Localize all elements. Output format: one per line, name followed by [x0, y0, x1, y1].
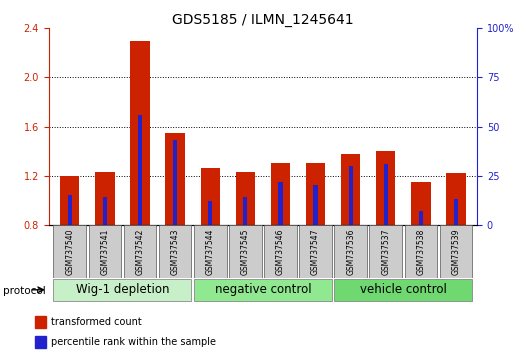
Text: transformed count: transformed count — [51, 317, 142, 327]
Bar — [138, 115, 142, 225]
Text: GSM737546: GSM737546 — [276, 228, 285, 275]
Bar — [334, 225, 367, 278]
Text: GSM737538: GSM737538 — [417, 228, 425, 275]
Bar — [271, 164, 290, 225]
Bar — [130, 41, 150, 225]
Bar — [349, 166, 353, 225]
Bar — [411, 182, 430, 225]
Bar — [68, 195, 72, 225]
Text: GSM737543: GSM737543 — [171, 228, 180, 275]
Bar — [334, 279, 472, 302]
Text: GSM737547: GSM737547 — [311, 228, 320, 275]
Bar — [405, 225, 437, 278]
Bar — [103, 197, 107, 225]
Bar — [173, 140, 177, 225]
Bar — [454, 199, 458, 225]
Bar — [124, 225, 156, 278]
Text: vehicle control: vehicle control — [360, 283, 447, 296]
Bar — [194, 279, 332, 302]
Bar — [279, 182, 283, 225]
Text: GSM737545: GSM737545 — [241, 228, 250, 275]
Bar — [53, 225, 86, 278]
Bar — [306, 164, 325, 225]
Bar — [235, 172, 255, 225]
Bar — [166, 133, 185, 225]
Bar — [313, 185, 318, 225]
Text: GSM737537: GSM737537 — [381, 228, 390, 275]
Bar — [419, 211, 423, 225]
Text: GSM737536: GSM737536 — [346, 228, 355, 275]
Text: GSM737542: GSM737542 — [135, 228, 145, 275]
Bar — [201, 168, 220, 225]
Bar — [159, 225, 191, 278]
Text: GSM737540: GSM737540 — [65, 228, 74, 275]
Text: Wig-1 depletion: Wig-1 depletion — [76, 283, 169, 296]
Text: negative control: negative control — [214, 283, 311, 296]
Bar — [243, 197, 247, 225]
Bar — [446, 173, 466, 225]
Bar — [208, 201, 212, 225]
Bar — [440, 225, 472, 278]
Text: protocol: protocol — [3, 286, 45, 296]
Bar — [53, 279, 191, 302]
Bar — [341, 154, 360, 225]
Bar — [299, 225, 332, 278]
Bar — [60, 176, 80, 225]
Text: GSM737541: GSM737541 — [101, 228, 109, 275]
Bar — [95, 172, 114, 225]
Bar — [35, 316, 46, 328]
Text: GSM737544: GSM737544 — [206, 228, 215, 275]
Bar — [264, 225, 297, 278]
Text: percentile rank within the sample: percentile rank within the sample — [51, 337, 216, 347]
Bar — [384, 164, 388, 225]
Title: GDS5185 / ILMN_1245641: GDS5185 / ILMN_1245641 — [172, 13, 354, 27]
Bar — [376, 151, 396, 225]
Bar — [369, 225, 402, 278]
Bar — [35, 336, 46, 348]
Text: GSM737539: GSM737539 — [451, 228, 461, 275]
Bar — [194, 225, 227, 278]
Bar — [89, 225, 121, 278]
Bar — [229, 225, 262, 278]
